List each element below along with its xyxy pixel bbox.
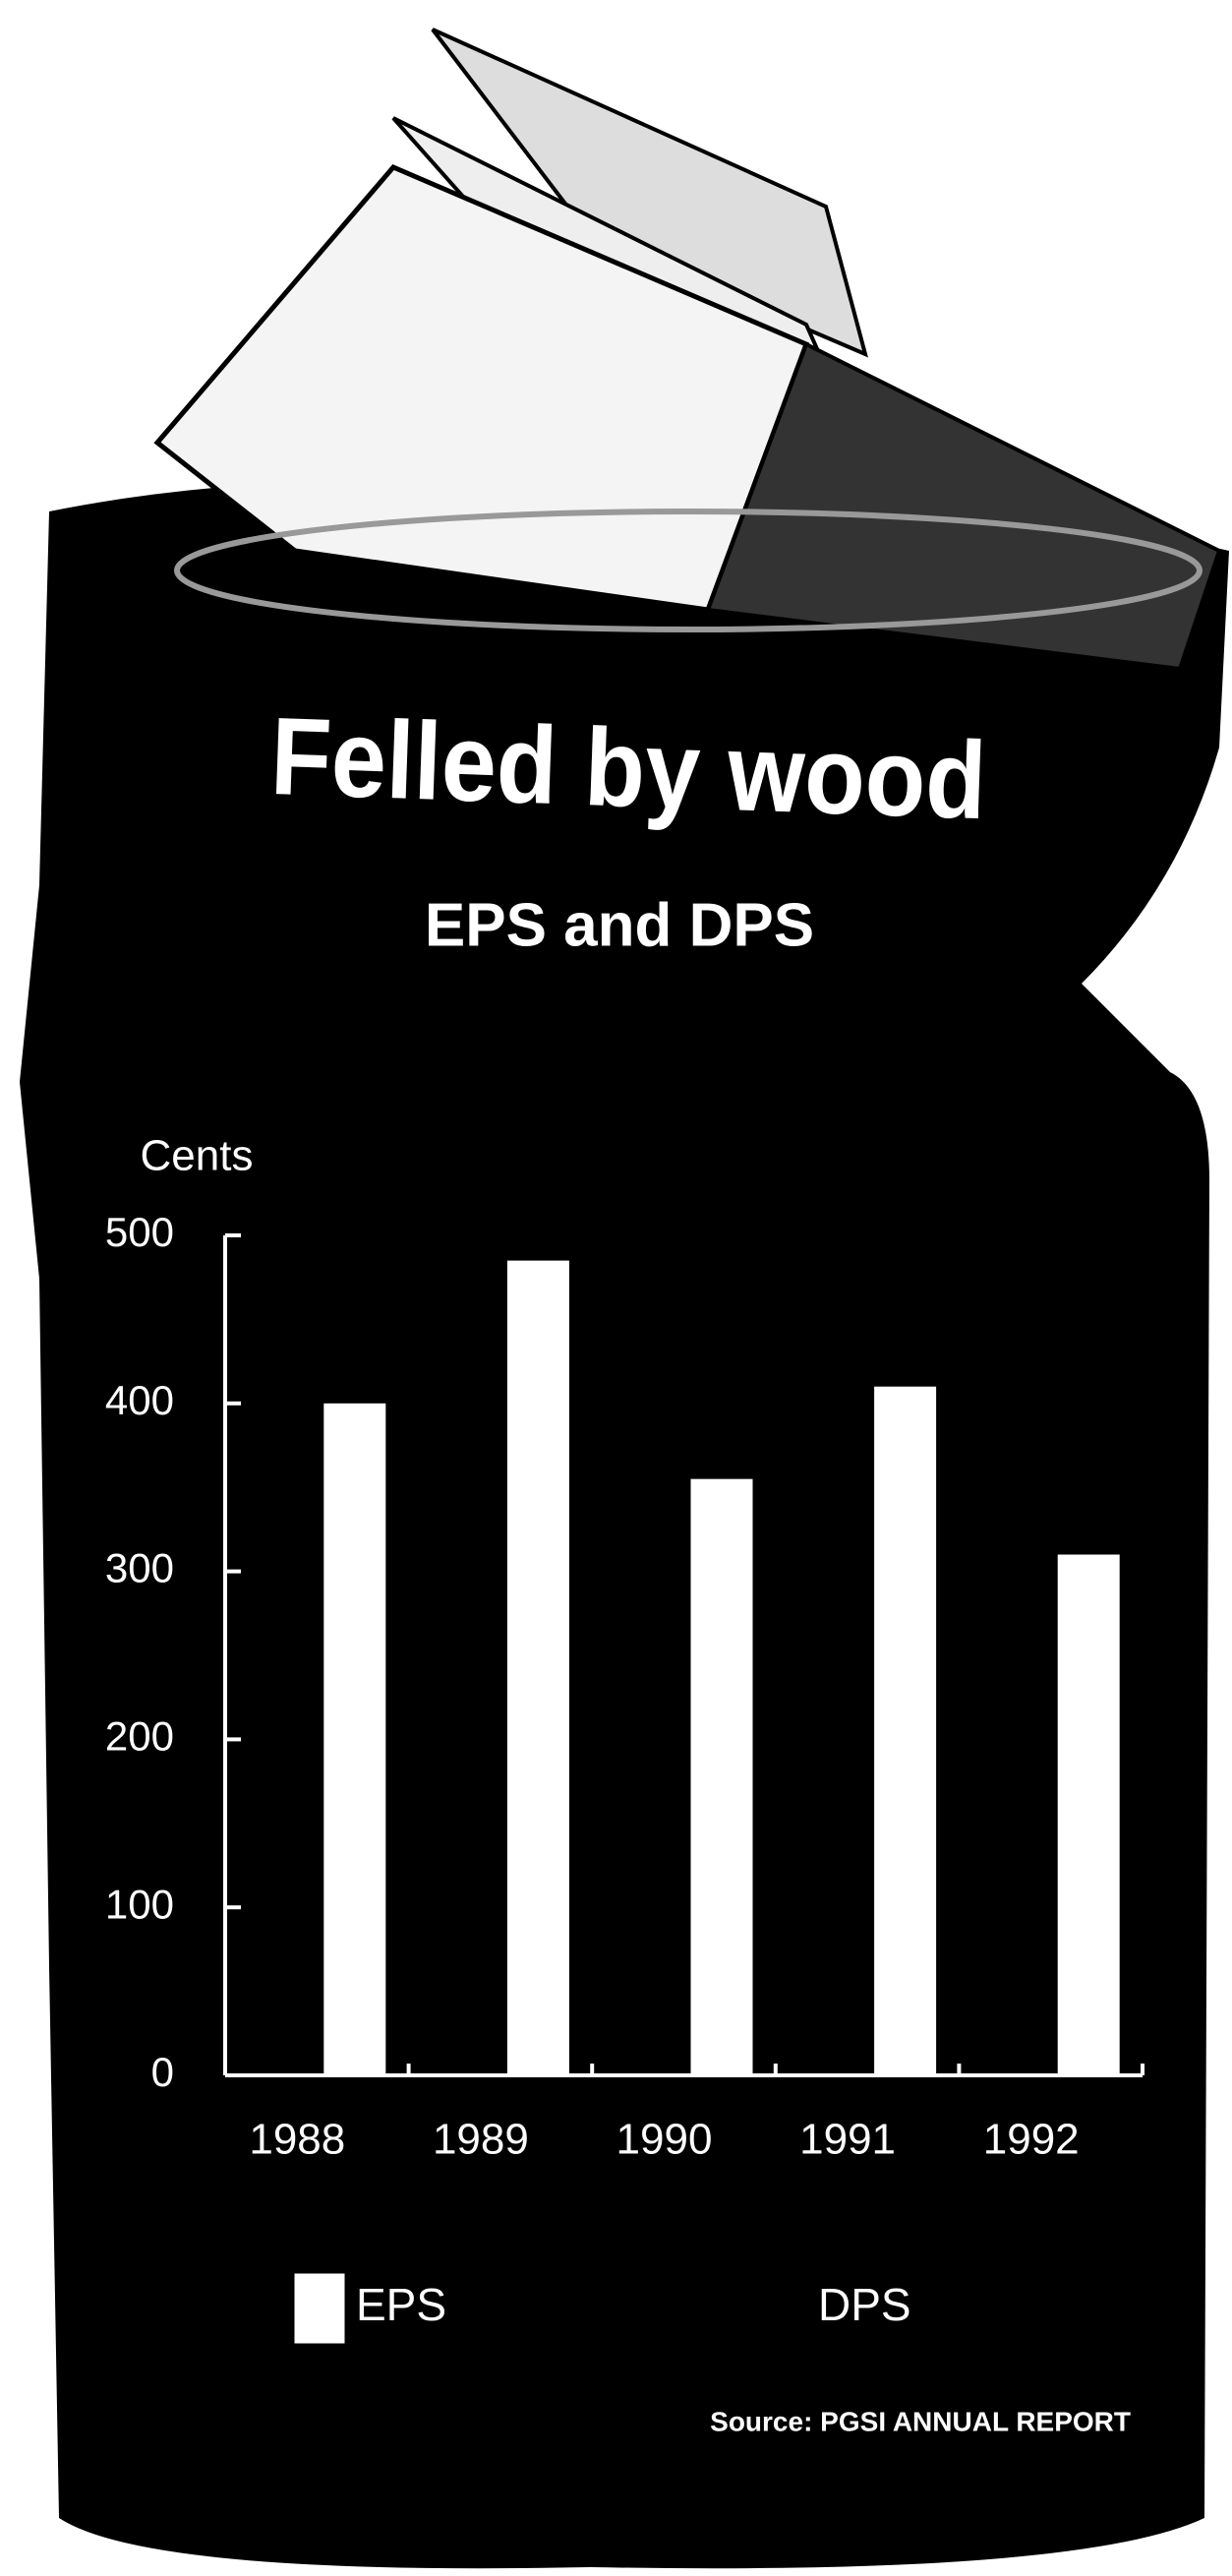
y-tick-label: 200	[105, 1712, 174, 1759]
chart-title: Felled by wood	[268, 694, 988, 842]
legend-swatch	[294, 2273, 345, 2344]
y-tick-label: 100	[105, 1881, 174, 1927]
axe-illustration	[153, 28, 1222, 672]
legend-label: EPS	[356, 2279, 446, 2330]
x-tick-label: 1992	[983, 2116, 1080, 2164]
bar	[1057, 1554, 1120, 2075]
x-tick-label: 1990	[616, 2116, 713, 2164]
legend-label: DPS	[818, 2279, 911, 2330]
y-tick-label: 300	[105, 1545, 174, 1591]
legend-swatch	[757, 2274, 806, 2343]
bar	[323, 1403, 386, 2075]
chart-subtitle: EPS and DPS	[425, 891, 814, 959]
x-tick-label: 1991	[799, 2116, 896, 2164]
bar	[690, 1478, 753, 2075]
bar	[874, 1386, 937, 2075]
x-tick-label: 1988	[249, 2116, 345, 2164]
x-tick-label: 1989	[433, 2116, 529, 2164]
y-tick-label: 400	[105, 1377, 174, 1423]
source: Source: PGSI ANNUAL REPORT	[710, 2406, 1131, 2436]
y-tick-label: 0	[151, 2049, 174, 2095]
bar	[506, 1260, 569, 2075]
y-axis-label: Cents	[141, 1132, 254, 1180]
y-tick-label: 500	[105, 1209, 174, 1255]
